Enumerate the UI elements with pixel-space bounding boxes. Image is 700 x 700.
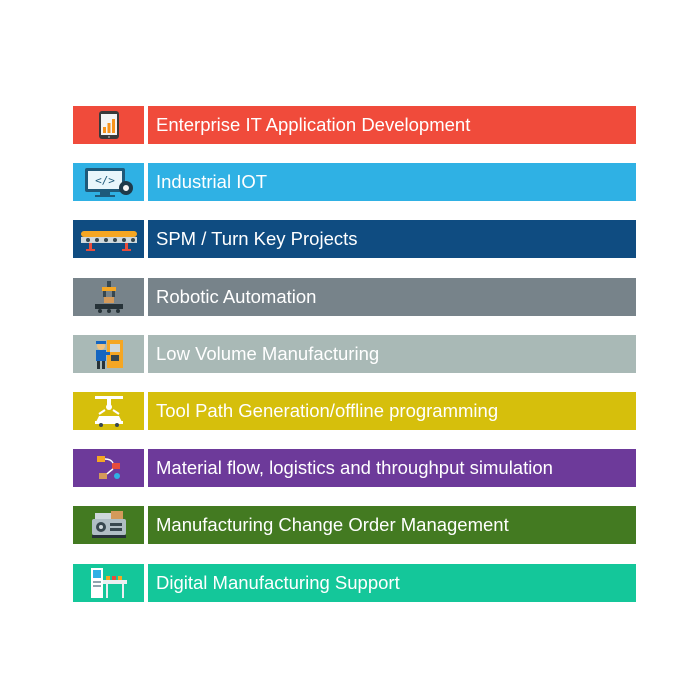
tablet-chart-icon (96, 110, 122, 140)
service-label: Tool Path Generation/offline programming (148, 391, 636, 430)
service-icon-box (73, 334, 144, 373)
service-icon-box (73, 506, 144, 545)
services-list: Enterprise IT Application Development </… (73, 106, 636, 621)
control-panel-icon (88, 566, 130, 600)
production-machine-icon (89, 509, 129, 541)
service-row: Robotic Automation (73, 277, 636, 316)
svg-text:</>: </> (95, 174, 115, 187)
service-row: Tool Path Generation/offline programming (73, 391, 636, 430)
service-icon-box (73, 277, 144, 316)
service-icon-box (73, 220, 144, 259)
service-label: Robotic Automation (148, 277, 636, 316)
service-icon-box (73, 563, 144, 602)
robot-car-painting-icon (91, 394, 127, 428)
conveyor-belt-icon (79, 226, 139, 252)
logistics-flow-icon (93, 452, 125, 484)
service-row: Low Volume Manufacturing (73, 334, 636, 373)
service-icon-box: </> (73, 163, 144, 202)
robot-arm-assembly-icon (92, 280, 126, 314)
service-icon-box (73, 449, 144, 488)
service-row: </> Industrial IOT (73, 163, 636, 202)
service-label: Manufacturing Change Order Management (148, 506, 636, 545)
monitor-code-gear-icon: </> (82, 166, 136, 198)
service-label: Low Volume Manufacturing (148, 334, 636, 373)
service-row: Manufacturing Change Order Management (73, 506, 636, 545)
service-row: Material flow, logistics and throughput … (73, 449, 636, 488)
service-label: Industrial IOT (148, 163, 636, 202)
worker-machine-icon (91, 337, 127, 371)
service-label: Digital Manufacturing Support (148, 563, 636, 602)
service-row: Enterprise IT Application Development (73, 106, 636, 144)
service-label: Enterprise IT Application Development (148, 106, 636, 144)
service-label: Material flow, logistics and throughput … (148, 449, 636, 488)
service-row: SPM / Turn Key Projects (73, 220, 636, 259)
service-icon-box (73, 106, 144, 144)
service-label: SPM / Turn Key Projects (148, 220, 636, 259)
service-row: Digital Manufacturing Support (73, 563, 636, 602)
service-icon-box (73, 391, 144, 430)
